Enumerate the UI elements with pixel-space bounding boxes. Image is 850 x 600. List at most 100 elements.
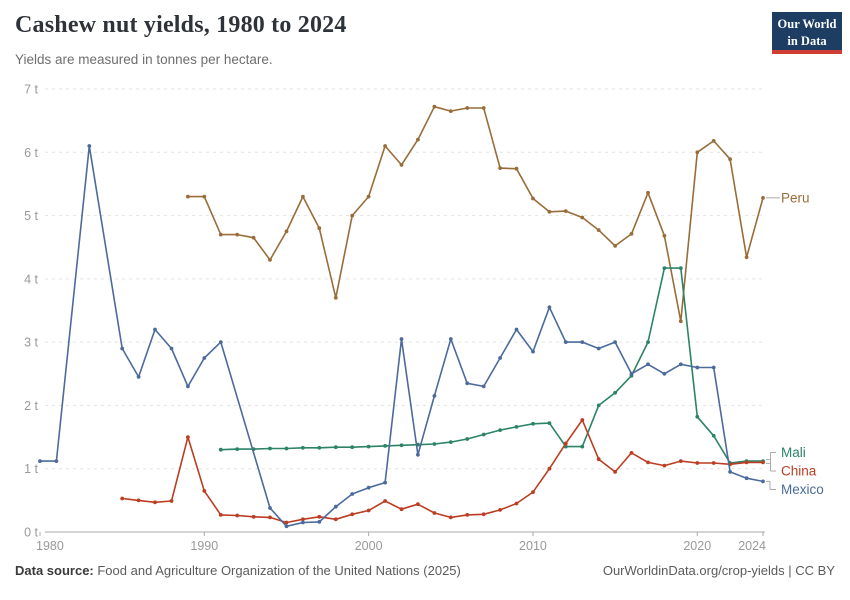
series-point-mexico-2014[interactable] xyxy=(596,346,601,351)
series-point-china-1994[interactable] xyxy=(268,515,272,520)
series-point-mexico-1995[interactable] xyxy=(284,524,289,529)
series-point-mexico-1987[interactable] xyxy=(153,327,157,332)
series-point-peru-2010[interactable] xyxy=(531,196,535,201)
series-point-china-2015[interactable] xyxy=(613,470,617,474)
series-point-china-1989[interactable] xyxy=(186,435,190,439)
series-line-peru[interactable] xyxy=(187,105,764,323)
series-point-mexico-2013[interactable] xyxy=(580,340,585,344)
series-point-mali-2000[interactable] xyxy=(366,444,371,449)
series-point-mexico-2012[interactable] xyxy=(563,340,568,344)
series-point-china-1986[interactable] xyxy=(136,498,141,503)
series-point-peru-1997[interactable] xyxy=(317,226,322,231)
series-point-peru-2009[interactable] xyxy=(514,166,519,171)
series-point-peru-2024[interactable] xyxy=(761,196,765,200)
series-point-mali-1999[interactable] xyxy=(350,445,355,450)
series-point-mali-2013[interactable] xyxy=(580,444,585,449)
series-point-peru-2011[interactable] xyxy=(547,209,552,214)
series-point-mali-1997[interactable] xyxy=(317,445,322,450)
series-label-mexico[interactable]: Mexico xyxy=(781,482,824,497)
series-point-mexico-2024[interactable] xyxy=(761,479,765,484)
series-point-mexico-2005[interactable] xyxy=(448,337,453,341)
series-point-mali-2005[interactable] xyxy=(448,440,453,444)
series-label-mali[interactable]: Mali xyxy=(781,445,806,460)
series-point-mexico-2015[interactable] xyxy=(613,340,617,344)
series-point-china-2019[interactable] xyxy=(678,459,683,463)
series-point-peru-2008[interactable] xyxy=(498,166,502,171)
series-point-mexico-2004[interactable] xyxy=(432,394,437,398)
series-point-mali-2014[interactable] xyxy=(596,403,601,408)
series-point-peru-2012[interactable] xyxy=(563,209,568,214)
series-point-mexico-2017[interactable] xyxy=(646,362,650,367)
series-point-mali-2018[interactable] xyxy=(662,266,667,270)
series-point-peru-2018[interactable] xyxy=(662,233,667,238)
owid-logo[interactable]: Our World in Data xyxy=(772,12,842,54)
series-point-peru-2015[interactable] xyxy=(613,244,617,248)
series-point-mexico-1983[interactable] xyxy=(87,144,92,148)
series-point-mali-2019[interactable] xyxy=(678,266,683,270)
series-point-mexico-2003[interactable] xyxy=(416,452,420,457)
series-point-mali-2010[interactable] xyxy=(531,421,535,426)
series-point-peru-2002[interactable] xyxy=(399,163,404,167)
series-point-peru-1996[interactable] xyxy=(301,194,305,199)
series-point-mexico-2008[interactable] xyxy=(498,356,502,360)
series-point-mali-1991[interactable] xyxy=(218,447,223,452)
series-point-peru-2005[interactable] xyxy=(448,109,453,113)
series-point-peru-2022[interactable] xyxy=(728,157,732,162)
series-point-peru-2006[interactable] xyxy=(465,106,470,110)
series-point-mali-1994[interactable] xyxy=(268,446,272,451)
series-point-mexico-2019[interactable] xyxy=(678,362,683,367)
series-point-mali-2015[interactable] xyxy=(613,390,617,395)
series-point-peru-2003[interactable] xyxy=(416,137,420,142)
series-line-china[interactable] xyxy=(122,419,763,524)
series-label-china[interactable]: China xyxy=(781,464,817,479)
series-point-mali-1996[interactable] xyxy=(301,445,305,450)
series-point-peru-2023[interactable] xyxy=(744,255,749,260)
series-point-mexico-1998[interactable] xyxy=(333,504,338,509)
series-point-peru-2014[interactable] xyxy=(596,228,601,233)
series-point-mexico-1986[interactable] xyxy=(136,375,141,379)
series-point-mexico-2000[interactable] xyxy=(366,485,371,490)
series-point-peru-2001[interactable] xyxy=(383,144,387,148)
series-point-peru-2004[interactable] xyxy=(432,104,437,109)
series-point-mexico-1981[interactable] xyxy=(54,459,59,463)
series-point-mali-2011[interactable] xyxy=(547,421,552,425)
series-point-china-2012[interactable] xyxy=(563,441,568,446)
series-point-china-2021[interactable] xyxy=(711,461,716,465)
series-point-peru-1994[interactable] xyxy=(268,258,272,262)
series-point-peru-2019[interactable] xyxy=(678,319,683,324)
series-point-mali-2007[interactable] xyxy=(481,432,486,437)
series-point-peru-2021[interactable] xyxy=(711,139,716,143)
series-point-peru-1998[interactable] xyxy=(333,295,338,300)
series-point-china-1996[interactable] xyxy=(301,517,305,522)
series-point-china-2016[interactable] xyxy=(629,451,634,455)
series-point-china-2001[interactable] xyxy=(383,499,387,503)
series-point-mexico-2010[interactable] xyxy=(531,349,535,354)
series-point-mali-1995[interactable] xyxy=(284,446,289,451)
owid-link[interactable]: OurWorldinData.org/crop-yields | CC BY xyxy=(602,563,835,578)
series-label-peru[interactable]: Peru xyxy=(781,190,810,205)
series-point-mexico-2009[interactable] xyxy=(514,327,519,332)
series-point-mexico-1996[interactable] xyxy=(301,520,305,525)
series-point-peru-1990[interactable] xyxy=(202,194,207,199)
series-point-china-2018[interactable] xyxy=(662,463,667,468)
series-point-china-1998[interactable] xyxy=(333,517,338,522)
series-point-mali-2017[interactable] xyxy=(646,340,650,344)
series-point-mexico-2002[interactable] xyxy=(399,337,404,341)
series-point-mexico-1985[interactable] xyxy=(120,346,125,351)
series-point-peru-2020[interactable] xyxy=(695,150,700,155)
series-point-china-2014[interactable] xyxy=(596,457,601,462)
series-point-mali-1998[interactable] xyxy=(333,445,338,450)
series-point-mali-2006[interactable] xyxy=(465,437,470,441)
series-point-mexico-2007[interactable] xyxy=(481,384,486,389)
series-point-peru-1989[interactable] xyxy=(186,194,190,199)
series-point-mexico-2001[interactable] xyxy=(383,480,387,485)
series-point-mexico-2006[interactable] xyxy=(465,381,470,386)
series-point-peru-2013[interactable] xyxy=(580,215,585,220)
series-point-mexico-1990[interactable] xyxy=(202,356,207,360)
series-point-china-2002[interactable] xyxy=(399,507,404,512)
series-point-mexico-2011[interactable] xyxy=(547,305,552,310)
series-point-china-2000[interactable] xyxy=(366,508,371,513)
series-point-mali-1992[interactable] xyxy=(235,447,240,451)
series-point-peru-1992[interactable] xyxy=(235,232,240,237)
series-point-china-1987[interactable] xyxy=(153,500,157,505)
